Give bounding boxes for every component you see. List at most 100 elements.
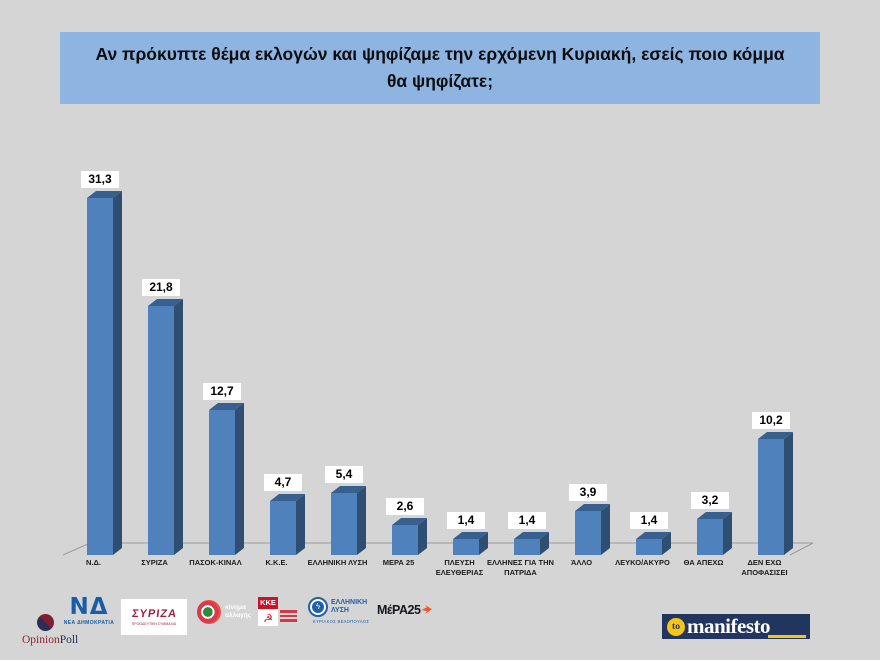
bar-front-face — [758, 439, 784, 555]
bar-front-face — [697, 519, 723, 555]
elliniki-lysi-emblem-icon: ϟ — [308, 597, 328, 617]
bar-top-face — [270, 494, 305, 501]
mera25-logo: ΜέΡΑ25 — [377, 602, 433, 617]
bar-value-label: 10,2 — [752, 412, 790, 429]
bar-front-face — [514, 539, 540, 555]
bar — [392, 518, 427, 555]
bar-front-face — [148, 306, 174, 555]
tomanifesto-to-badge: to — [667, 617, 685, 636]
category-label: ΆΛΛΟ — [570, 558, 593, 567]
bar-front-face — [636, 539, 662, 555]
bar-side-face — [723, 512, 732, 555]
bar-top-face — [514, 532, 549, 539]
bar-value-label: 31,3 — [81, 171, 119, 188]
kinima-allagis-logo: κίνημα αλλαγής — [197, 600, 255, 624]
bar — [209, 403, 244, 555]
bar — [636, 532, 671, 555]
bar — [270, 494, 305, 555]
category-label: ΣΥΡΙΖΑ — [141, 558, 168, 567]
bar-front-face — [392, 525, 418, 555]
elliniki-lysi-logo: ϟ ΕΛΛΗΝΙΚΗ ΛΥΣΗ ΚΥΡΙΑΚΟΣ ΒΕΛΟΠΟΥΛΟΣ — [308, 597, 374, 624]
opinionpoll-circle-icon — [37, 614, 54, 631]
opinionpoll-logo: OpinionPoll — [22, 614, 112, 646]
bar-top-face — [575, 504, 610, 511]
bar — [575, 504, 610, 555]
bar-side-face — [113, 191, 122, 555]
syriza-name: ΣΥΡΙΖΑ — [130, 608, 178, 620]
hammer-sickle-icon: ☭ — [263, 612, 273, 625]
elliniki-lysi-name: ΕΛΛΗΝΙΚΗ ΛΥΣΗ — [331, 598, 368, 614]
bar-value-label: 5,4 — [325, 466, 363, 483]
bar — [758, 432, 793, 555]
bar-side-face — [296, 494, 305, 555]
kke-name: ΚΚΕ — [258, 597, 278, 609]
category-label: ΜΕΡΑ 25 — [382, 558, 415, 567]
bar-front-face — [270, 501, 296, 555]
bar-side-face — [662, 532, 671, 555]
bar-side-face — [235, 403, 244, 555]
kinima-allagis-name: κίνημα αλλαγής — [225, 603, 252, 619]
bar — [87, 191, 122, 555]
category-label: ΠΑΣΟΚ-ΚΙΝΑΛ — [189, 558, 242, 567]
bar-side-face — [479, 532, 488, 555]
category-label: ΕΛΛΗΝΕΣ ΓΙΑ ΤΗΝ ΠΑΤΡΙΔΑ — [487, 558, 554, 577]
poll-question-banner: Αν πρόκυπτε θέμα εκλογών και ψηφίζαμε τη… — [60, 32, 820, 104]
nea-dimokratia-logo: ΝΔ ΝΕΑ ΔΗΜΟΚΡΑΤΙΑ — [58, 594, 120, 627]
bar — [331, 486, 366, 555]
bar — [697, 512, 732, 555]
kinima-allagis-circle-icon — [197, 600, 221, 624]
bar-top-face — [697, 512, 732, 519]
bar-side-face — [784, 432, 793, 555]
tomanifesto-wordmark: manifesto — [687, 614, 771, 638]
bar — [453, 532, 488, 555]
bar — [514, 532, 549, 555]
category-label: ΛΕΥΚΟ/ΑΚΥΡΟ — [615, 558, 670, 567]
bar-value-label: 21,8 — [142, 279, 180, 296]
syriza-logo: ΣΥΡΙΖΑ ΠΡΟΟΔΕΥΤΙΚΗ ΣΥΜΜΑΧΙΑ — [121, 599, 187, 635]
elliniki-lysi-subtitle: ΚΥΡΙΑΚΟΣ ΒΕΛΟΠΟΥΛΟΣ — [312, 619, 370, 624]
bar-top-face — [148, 299, 183, 306]
kke-logo: ΚΚΕ ☭ — [258, 597, 298, 626]
category-label: ΘΑ ΑΠΕΧΩ — [683, 558, 724, 567]
category-label: ΔΕΝ ΕΧΩ ΑΠΟΦΑΣΙΣΕΙ — [741, 558, 788, 577]
nd-name: ΝΕΑ ΔΗΜΟΚΡΑΤΙΑ — [63, 620, 115, 626]
bar-top-face — [87, 191, 122, 198]
bar-front-face — [87, 198, 113, 555]
bar-front-face — [209, 410, 235, 555]
manifesto-url-strip — [768, 635, 806, 638]
bar-value-label: 1,4 — [630, 512, 668, 529]
syriza-subtitle: ΠΡΟΟΔΕΥΤΙΚΗ ΣΥΜΜΑΧΙΑ — [131, 622, 177, 626]
bar-value-label: 3,2 — [691, 492, 729, 509]
bar-front-face — [575, 511, 601, 555]
category-label: Κ.Κ.Ε. — [265, 558, 288, 567]
kke-fine-print — [280, 597, 297, 626]
category-label: ΕΛΛΗΝΙΚΗ ΛΥΣΗ — [307, 558, 368, 567]
bar-side-face — [357, 486, 366, 555]
bar-value-label: 4,7 — [264, 474, 302, 491]
category-label: Ν.Δ. — [86, 558, 101, 567]
bar-side-face — [540, 532, 549, 555]
bar-value-label: 1,4 — [508, 512, 546, 529]
bar-value-label: 3,9 — [569, 484, 607, 501]
bar-top-face — [392, 518, 427, 525]
bar-value-label: 2,6 — [386, 498, 424, 515]
bar-side-face — [601, 504, 610, 555]
swallow-bird-icon — [422, 604, 433, 615]
nd-monogram: ΝΔ — [69, 594, 109, 620]
bar-top-face — [636, 532, 671, 539]
bar-top-face — [758, 432, 793, 439]
poll-question-title: Αν πρόκυπτε θέμα εκλογών και ψηφίζαμε τη… — [95, 43, 785, 91]
chart-plot-area: 31,3 Ν.Δ. 21,8 ΣΥΡΙΖΑ 12,7 ΠΑΣΟΚ-ΚΙΝΑΛ 4,7 Κ.Κ.… — [60, 150, 820, 590]
bar-top-face — [209, 403, 244, 410]
bar-value-label: 12,7 — [203, 383, 241, 400]
bar-side-face — [174, 299, 183, 555]
bar-front-face — [331, 493, 357, 555]
category-label: ΠΛΕΥΣΗ ΕΛΕΥΘΕΡΙΑΣ — [435, 558, 484, 577]
bar-side-face — [418, 518, 427, 555]
tomanifesto-logo: to manifesto — [662, 614, 810, 639]
bar-top-face — [331, 486, 366, 493]
bar — [148, 299, 183, 555]
bar-front-face — [453, 539, 479, 555]
bar-value-label: 1,4 — [447, 512, 485, 529]
opinionpoll-wordmark: OpinionPoll — [22, 634, 79, 646]
